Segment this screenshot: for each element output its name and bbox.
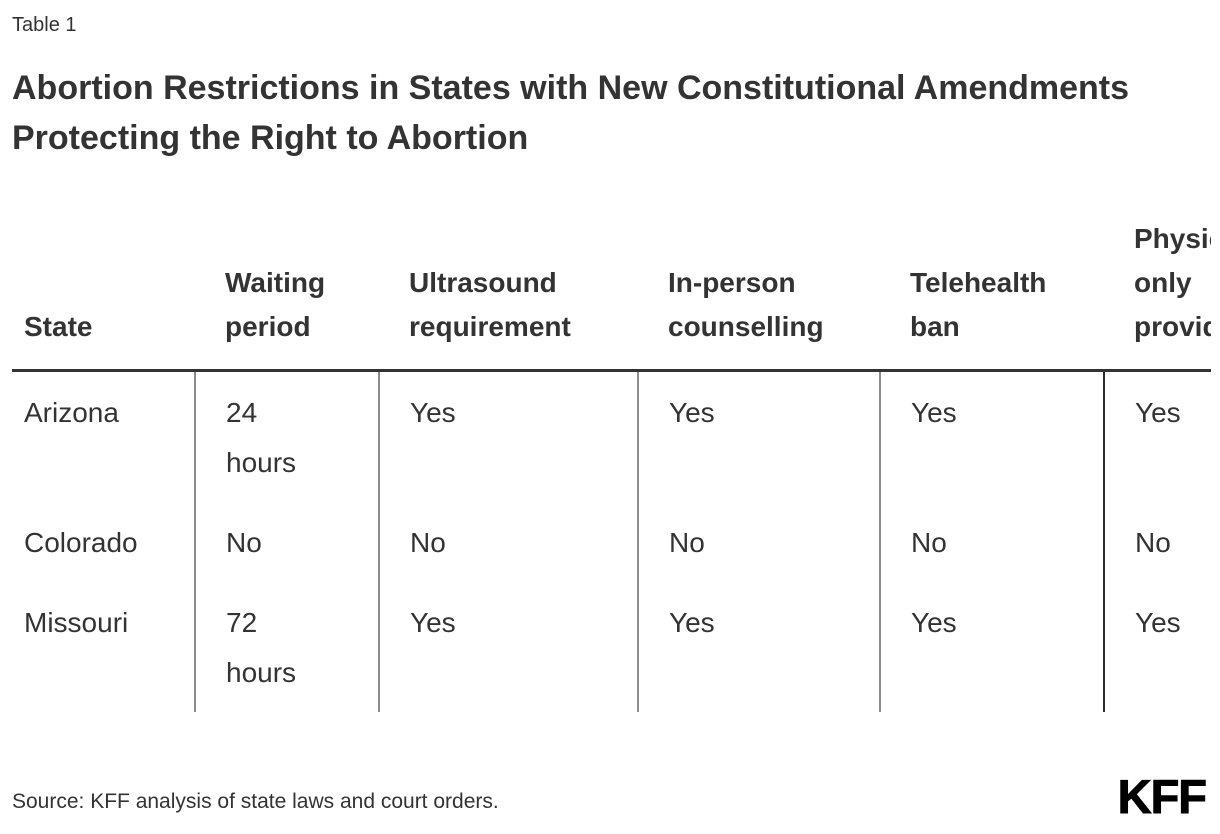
value-cell: Yes	[637, 582, 880, 712]
value-cell: No	[1103, 502, 1211, 582]
column-header-in-person-counselling: In-person counselling	[638, 217, 880, 372]
value-cell: No	[194, 502, 379, 582]
column-header-physician-only-provider: Physician only provider	[1104, 217, 1211, 372]
column-header-waiting-period: Waiting period	[195, 217, 379, 372]
value-cell: Yes	[879, 370, 1104, 502]
source-note: Source: KFF analysis of state laws and c…	[12, 790, 499, 813]
table-scroll-container: State Waiting period Ultrasound requiremen…	[12, 217, 1211, 712]
table-body: Arizona 24 hours Yes Yes Yes Yes Colorado No No N…	[12, 370, 1211, 712]
value-cell: Yes	[879, 582, 1104, 712]
kff-logo: KFF	[1117, 770, 1207, 823]
state-cell: Arizona	[24, 397, 119, 428]
value-cell: 24 hours	[194, 370, 379, 502]
value-cell: Yes	[378, 582, 638, 712]
value-cell: No	[879, 502, 1104, 582]
table-row-arizona: Arizona 24 hours Yes Yes Yes Yes	[12, 370, 1211, 502]
value-cell: Yes	[378, 370, 638, 502]
header-row: State Waiting period Ultrasound requiremen…	[12, 217, 1211, 372]
table-number-label: Table 1	[12, 14, 77, 36]
state-cell: Colorado	[24, 527, 138, 558]
value-cell: Yes	[1103, 582, 1211, 712]
value-cell: 72 hours	[194, 582, 379, 712]
value-cell: No	[637, 502, 880, 582]
value-cell: No	[378, 502, 638, 582]
restrictions-table: State Waiting period Ultrasound requiremen…	[12, 217, 1211, 712]
column-header-ultrasound-requirement: Ultrasound requirement	[379, 217, 638, 372]
figure-title: Abortion Restrictions in States with New…	[12, 69, 1130, 157]
column-header-telehealth-ban: Telehealth ban	[880, 217, 1104, 372]
value-cell: Yes	[637, 370, 880, 502]
column-header-state: State	[12, 217, 195, 372]
table-row-colorado: Colorado No No No No No	[12, 502, 1211, 582]
state-cell: Missouri	[24, 607, 129, 638]
table-row-missouri: Missouri 72 hours Yes Yes Yes Yes	[12, 582, 1211, 712]
value-cell: Yes	[1103, 370, 1211, 502]
